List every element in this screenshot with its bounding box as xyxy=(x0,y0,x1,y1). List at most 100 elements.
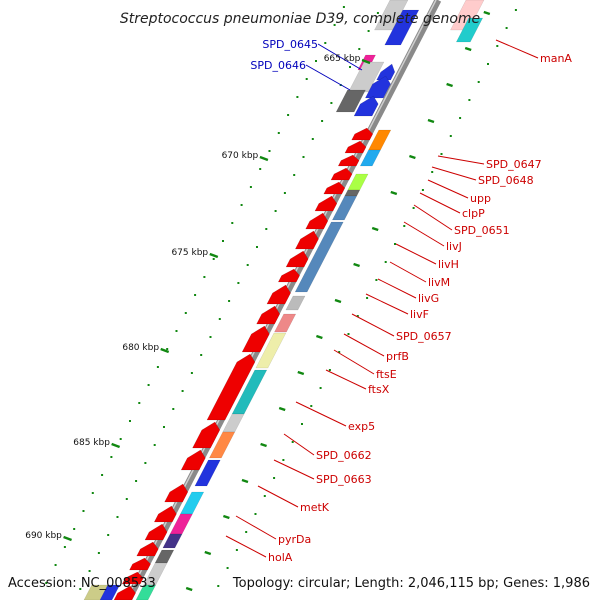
scale-dot xyxy=(237,282,240,284)
scale-dot xyxy=(412,207,415,209)
gene-label: SPD_0662 xyxy=(316,449,372,462)
kbp-tick xyxy=(63,535,73,542)
leader-line xyxy=(365,293,409,315)
scale-dot xyxy=(291,441,294,443)
label-leader-lines xyxy=(225,39,539,558)
forward-gene-arrow xyxy=(323,181,346,195)
scale-dot xyxy=(79,588,82,590)
scale-dot xyxy=(101,474,104,476)
leader-line xyxy=(333,349,375,375)
gene-label: upp xyxy=(470,192,491,205)
scale-dot xyxy=(268,150,271,152)
gene-label: SPD_0646 xyxy=(250,59,306,72)
scale-dot xyxy=(440,153,443,155)
forward-gene-arrow xyxy=(121,571,144,585)
scale-dot xyxy=(283,192,286,194)
gene-features xyxy=(83,0,485,600)
scale-dot xyxy=(431,171,434,173)
gene-label: pyrDa xyxy=(278,533,311,546)
scale-dot xyxy=(287,114,290,116)
scale-dash xyxy=(371,226,379,232)
gene-label: SPD_0648 xyxy=(478,174,534,187)
gene-label: ftsE xyxy=(376,368,397,381)
gene-block xyxy=(154,549,175,564)
scale-dash xyxy=(185,586,193,592)
scale-dot xyxy=(384,261,387,263)
scale-dash xyxy=(427,118,435,124)
scale-dot xyxy=(347,333,350,335)
scale-dot xyxy=(209,336,212,338)
forward-gene-arrow xyxy=(305,212,329,230)
gene-block xyxy=(455,17,484,43)
gene-block xyxy=(294,221,344,293)
scale-dot xyxy=(514,9,517,11)
leader-line xyxy=(495,39,539,59)
scale-dot xyxy=(282,459,285,461)
scale-dot xyxy=(403,225,406,227)
scale-dot xyxy=(54,564,57,566)
scale-dot xyxy=(310,405,313,407)
scale-dot xyxy=(110,456,113,458)
scale-dot xyxy=(63,546,66,548)
leader-line xyxy=(395,243,437,265)
scale-dot xyxy=(367,30,370,32)
kbp-label: 670 kbp xyxy=(222,151,259,161)
scale-dash xyxy=(408,154,416,160)
scale-dot xyxy=(274,210,277,212)
gene-label: livF xyxy=(410,308,429,321)
gene-block xyxy=(331,195,358,221)
gene-label: SPD_0647 xyxy=(486,158,542,171)
scale-dot xyxy=(375,279,378,281)
scale-dot xyxy=(311,138,314,140)
forward-gene-arrow xyxy=(136,541,159,557)
kbp-label: 665 kbp xyxy=(324,54,361,64)
gene-label: SPD_0663 xyxy=(316,473,372,486)
leader-line xyxy=(413,204,453,231)
leader-line xyxy=(431,166,477,181)
kbp-label: 680 kbp xyxy=(122,343,159,353)
gene-block xyxy=(285,295,306,311)
scale-dot xyxy=(263,495,266,497)
scale-dot xyxy=(221,240,224,242)
forward-gene-arrow xyxy=(337,154,360,167)
forward-gene-arrow xyxy=(129,557,151,571)
scale-dot xyxy=(240,204,243,206)
scale-dash xyxy=(204,550,212,556)
forward-gene-arrow xyxy=(294,230,319,250)
leader-line xyxy=(427,179,469,199)
scale-dash xyxy=(241,478,249,484)
forward-gene-arrow xyxy=(144,523,168,541)
scale-dot xyxy=(319,387,322,389)
gene-block xyxy=(359,149,381,167)
forward-gene-arrow xyxy=(277,268,300,283)
gene-label: SPD_0657 xyxy=(396,330,452,343)
forward-gene-arrow xyxy=(285,250,309,268)
scale-dot xyxy=(324,42,327,44)
leader-line xyxy=(403,221,445,247)
scale-dash xyxy=(260,442,267,448)
gene-block xyxy=(335,89,366,113)
gene-block xyxy=(274,313,297,333)
kbp-tick xyxy=(160,347,170,354)
leader-line xyxy=(377,278,417,299)
scale-dot xyxy=(162,426,165,428)
scale-dot xyxy=(212,258,215,260)
gene-block xyxy=(99,584,121,600)
scale-dot xyxy=(125,498,128,500)
kbp-scale-labels: 665 kbp 670 kbp 675 kbp 680 kbp 685 kbp 690 k… xyxy=(25,54,371,542)
scale-dot xyxy=(321,120,324,122)
forward-gene-arrow xyxy=(344,140,367,154)
forward-gene-arrow xyxy=(241,325,270,353)
scale-dot xyxy=(356,315,359,317)
scale-dot xyxy=(358,48,361,50)
leader-line xyxy=(273,459,315,480)
scale-dot xyxy=(421,189,424,191)
gene-label: livH xyxy=(438,258,459,271)
gene-label: livJ xyxy=(446,240,462,253)
scale-dot xyxy=(255,246,258,248)
scale-dot xyxy=(477,81,480,83)
gene-label: manA xyxy=(540,52,572,65)
gene-arrow xyxy=(353,95,379,117)
scale-dash xyxy=(334,298,342,304)
gene-block xyxy=(162,533,183,549)
